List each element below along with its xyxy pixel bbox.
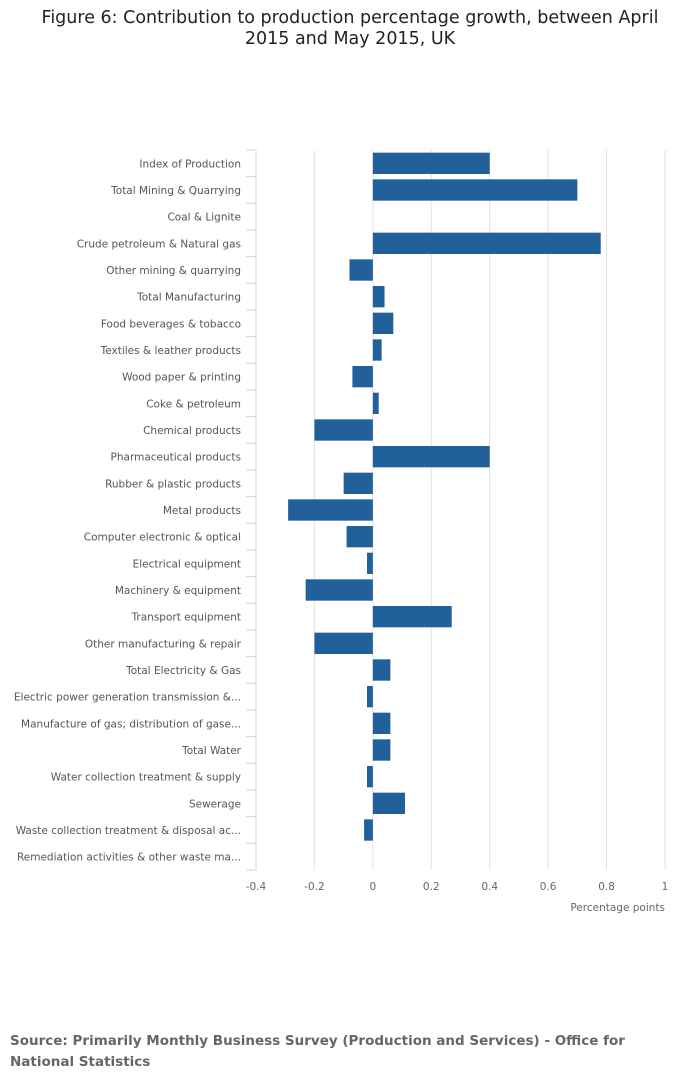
bar	[372, 446, 490, 468]
bar	[372, 712, 391, 734]
source-note: Source: Primarily Monthly Business Surve…	[10, 1033, 625, 1070]
category-label: Water collection treatment & supply	[51, 772, 241, 784]
x-tick-label: 0.4	[481, 881, 498, 893]
category-label: Rubber & plastic products	[105, 478, 241, 490]
bar	[314, 419, 373, 441]
category-label: Remediation activities & other waste ma.…	[17, 852, 241, 864]
bar	[367, 686, 373, 708]
category-label: Sewerage	[189, 798, 241, 810]
category-label: Other mining & quarrying	[106, 265, 241, 277]
bar	[372, 392, 379, 414]
bar-chart: -0.4 -0.2 0 0.2 0.4 0.6 0.8 1 Index of Productio…	[14, 149, 669, 914]
x-tick-label: 0	[370, 881, 377, 893]
bar	[364, 819, 373, 841]
category-label: Transport equipment	[131, 612, 241, 624]
x-tick-label: -0.4	[246, 881, 267, 893]
category-label: Pharmaceutical products	[111, 452, 241, 464]
category-label: Wood paper & printing	[122, 372, 241, 384]
bar	[372, 339, 382, 361]
category-label: Coal & Lignite	[167, 212, 241, 224]
category-label: Other manufacturing & repair	[85, 638, 242, 650]
x-axis-label: Percentage points	[570, 902, 665, 914]
bar	[288, 499, 373, 521]
category-label: Total Electricity & Gas	[125, 665, 241, 677]
bar	[372, 152, 490, 174]
category-label: Total Manufacturing	[136, 292, 241, 304]
bar	[372, 739, 391, 761]
bar	[314, 632, 373, 654]
category-label: Textiles & leather products	[100, 345, 241, 357]
bar	[372, 659, 391, 681]
category-label: Coke & petroleum	[146, 398, 241, 410]
bar	[367, 552, 373, 574]
bar	[372, 232, 601, 254]
category-label: Chemical products	[143, 425, 241, 437]
category-label: Electric power generation transmission &…	[14, 692, 241, 704]
bar	[305, 579, 373, 601]
bar	[372, 179, 578, 201]
category-label: Electrical equipment	[133, 558, 241, 570]
bar	[372, 286, 385, 308]
category-label: Food beverages & tobacco	[101, 318, 241, 330]
bar	[352, 366, 373, 388]
x-tick-label: 0.2	[423, 881, 440, 893]
bar	[343, 472, 373, 494]
x-tick-label: 1	[662, 881, 669, 893]
category-label: Index of Production	[139, 158, 241, 170]
bar	[372, 312, 394, 334]
bar	[367, 766, 373, 788]
category-label: Machinery & equipment	[115, 585, 241, 597]
bar	[372, 606, 452, 628]
category-label: Metal products	[163, 505, 241, 517]
chart-title: Figure 6: Contribution to production per…	[41, 8, 659, 49]
x-tick-label: 0.6	[540, 881, 557, 893]
category-label: Computer electronic & optical	[84, 532, 241, 544]
bar	[372, 792, 405, 814]
category-label: Total Water	[181, 745, 242, 757]
x-tick-label: 0.8	[598, 881, 615, 893]
category-label: Manufacture of gas; distribution of gase…	[21, 718, 241, 730]
category-label: Total Mining & Quarrying	[110, 185, 241, 197]
bar	[349, 259, 373, 281]
category-label: Waste collection treatment & disposal ac…	[16, 825, 241, 837]
x-tick-label: -0.2	[304, 881, 325, 893]
category-label: Crude petroleum & Natural gas	[77, 238, 241, 250]
bar	[346, 526, 373, 548]
